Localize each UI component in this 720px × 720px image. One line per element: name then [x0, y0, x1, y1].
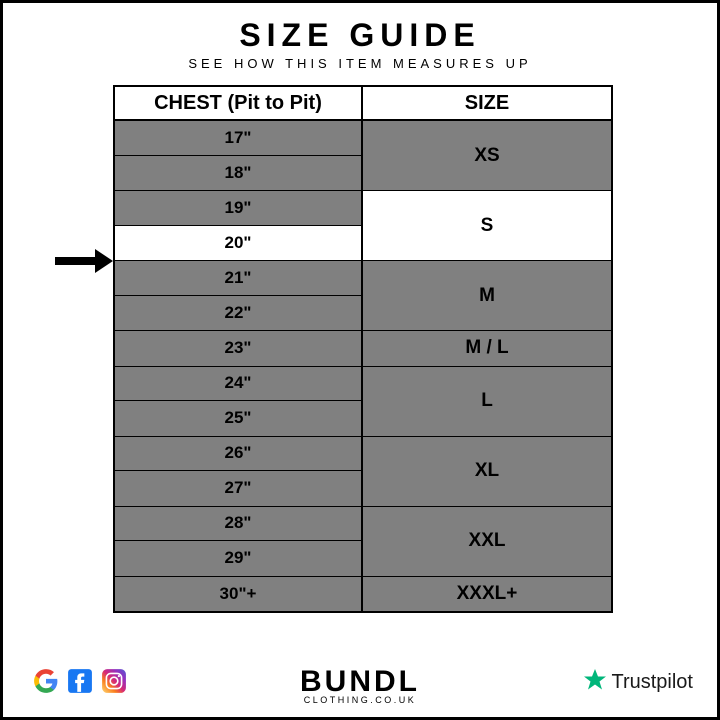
- size-label: XS: [363, 121, 611, 190]
- page-subtitle: SEE HOW THIS ITEM MEASURES UP: [3, 56, 717, 71]
- chest-measurement: 30"+: [115, 577, 361, 612]
- chest-measurement: 29": [115, 541, 361, 576]
- size-group: 17"18"XS: [115, 121, 611, 191]
- google-icon[interactable]: [33, 668, 59, 699]
- chest-measurement: 19": [115, 191, 361, 226]
- facebook-icon[interactable]: [67, 668, 93, 699]
- header: SIZE GUIDE SEE HOW THIS ITEM MEASURES UP: [3, 3, 717, 71]
- size-group: 19"20"S: [115, 191, 611, 261]
- chest-measurement: 21": [115, 261, 361, 296]
- size-label: M / L: [363, 331, 611, 366]
- brand-domain: CLOTHING.CO.UK: [300, 695, 420, 705]
- size-label: S: [363, 191, 611, 260]
- column-header-chest: CHEST (Pit to Pit): [115, 87, 363, 119]
- size-group: 26"27"XL: [115, 437, 611, 507]
- chest-measurement: 24": [115, 367, 361, 402]
- chest-measurement: 18": [115, 156, 361, 191]
- size-group: 30"+XXXL+: [115, 577, 611, 612]
- trustpilot-badge[interactable]: Trustpilot: [583, 668, 693, 697]
- trustpilot-label: Trustpilot: [611, 671, 693, 694]
- chest-measurement: 17": [115, 121, 361, 156]
- size-label: L: [363, 367, 611, 436]
- size-table: CHEST (Pit to Pit) SIZE 17"18"XS19"20"S2…: [113, 85, 613, 613]
- social-icons: [33, 668, 127, 699]
- chest-measurement: 27": [115, 471, 361, 506]
- arrow-indicator: [55, 249, 115, 278]
- size-group: 23"M / L: [115, 331, 611, 367]
- chest-measurement: 28": [115, 507, 361, 542]
- page-title: SIZE GUIDE: [3, 17, 717, 54]
- size-group: 24"25"L: [115, 367, 611, 437]
- size-label: XXL: [363, 507, 611, 576]
- chest-measurement: 22": [115, 296, 361, 331]
- chest-measurement: 26": [115, 437, 361, 472]
- chest-measurement: 20": [115, 226, 361, 261]
- instagram-icon[interactable]: [101, 668, 127, 699]
- column-header-size: SIZE: [363, 87, 611, 119]
- brand-name: BUNDL: [300, 665, 420, 699]
- chest-measurement: 25": [115, 401, 361, 436]
- size-label: M: [363, 261, 611, 330]
- footer: BUNDL CLOTHING.CO.UK Trustpilot: [3, 659, 717, 707]
- size-group: 28"29"XXL: [115, 507, 611, 577]
- chest-measurement: 23": [115, 331, 361, 366]
- size-group: 21"22"M: [115, 261, 611, 331]
- size-label: XXXL+: [363, 577, 611, 612]
- size-label: XL: [363, 437, 611, 506]
- brand-logo: BUNDL CLOTHING.CO.UK: [300, 665, 420, 705]
- trustpilot-star-icon: [583, 668, 607, 697]
- table-header-row: CHEST (Pit to Pit) SIZE: [115, 87, 611, 121]
